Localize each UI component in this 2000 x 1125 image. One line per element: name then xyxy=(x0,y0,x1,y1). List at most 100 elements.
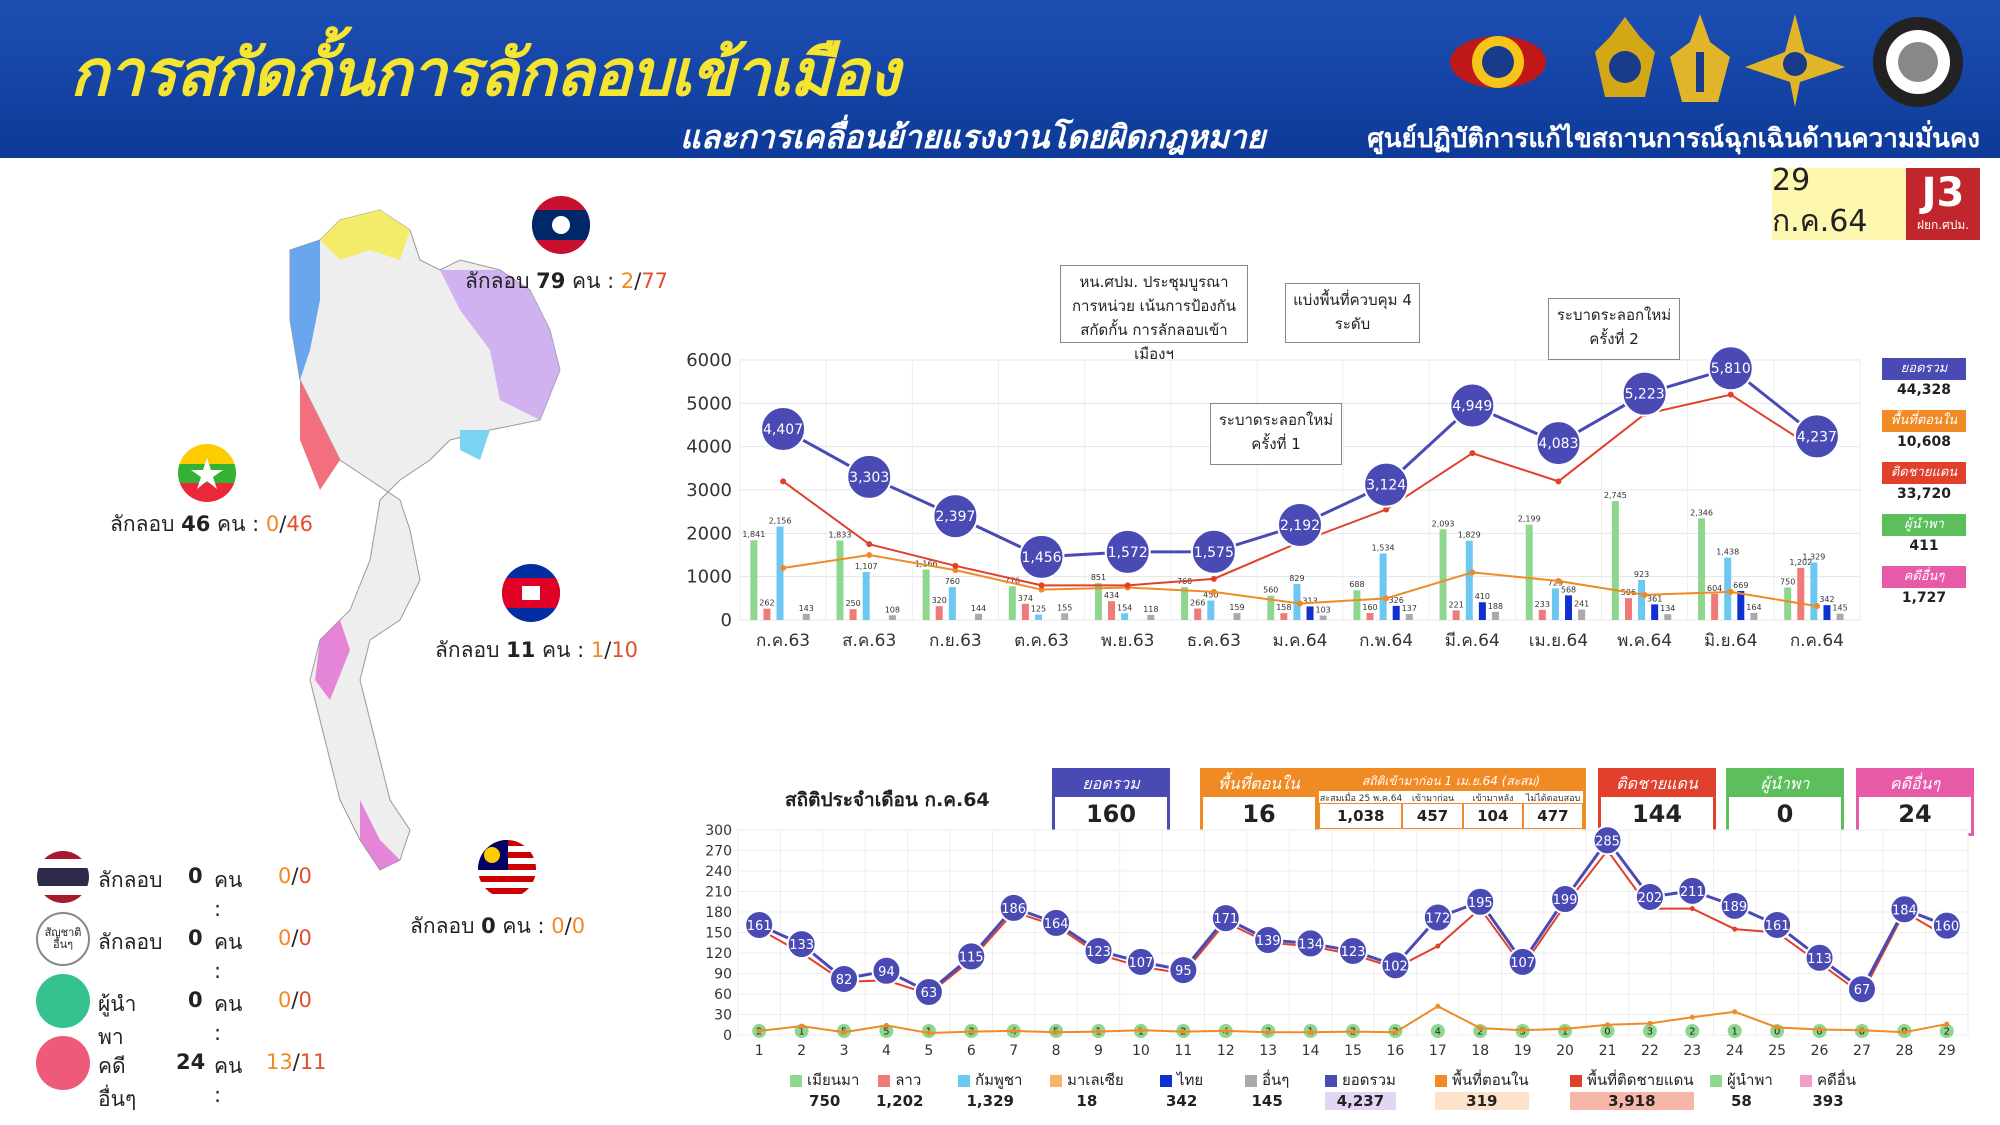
bar-ไทย xyxy=(1823,605,1831,620)
legend-thai-values: 0/0 xyxy=(278,864,312,888)
total-marker xyxy=(956,941,987,972)
bar-ลาว xyxy=(1280,613,1288,620)
daily-legend-item: เมียนมา 750 xyxy=(790,1068,859,1110)
x-tick-label: 6 xyxy=(967,1043,976,1059)
bar-label: 342 xyxy=(1819,595,1834,604)
cambodia-unit: คน : xyxy=(542,638,585,662)
bar-label: 1,833 xyxy=(829,531,852,540)
total-label: 3,124 xyxy=(1366,478,1406,494)
daily-legend-item: ลาว 1,202 xyxy=(876,1068,923,1110)
bar-label: 250 xyxy=(845,599,860,608)
legend-cases-label: คดีอื่นๆ xyxy=(98,1054,137,1111)
bar-label: 688 xyxy=(1349,580,1364,589)
y-tick-label: 180 xyxy=(705,905,732,921)
total-marker xyxy=(1719,890,1750,921)
bar-ไทย xyxy=(1565,595,1573,620)
bar-label: 233 xyxy=(1535,600,1550,609)
malaysia-label: ลักลอบ 0 คน : 0/0 xyxy=(410,914,586,938)
leader-marker xyxy=(1685,1024,1700,1038)
police-emblem-icon xyxy=(1873,17,1963,107)
malaysia-prefix: ลักลอบ xyxy=(410,914,475,938)
bar-เมียนมา xyxy=(1094,583,1102,620)
box-inland: พื้นที่ตอนใน 16 xyxy=(1200,768,1318,836)
point-พื้นที่ตอนใน xyxy=(883,1022,889,1028)
total-marker xyxy=(1793,413,1840,460)
daily-legend-value: 3,918 xyxy=(1570,1092,1694,1110)
x-tick-label: 5 xyxy=(924,1043,933,1059)
bar-ลาว xyxy=(1797,567,1805,620)
legend-swatch xyxy=(1325,1074,1337,1087)
point-ติดชายแดน xyxy=(1469,450,1476,457)
total-label: 199 xyxy=(1553,893,1578,908)
point-พื้นที่ตอนใน xyxy=(1180,1029,1186,1035)
total-marker xyxy=(1550,884,1581,915)
daily-legend-label: ไทย xyxy=(1160,1068,1203,1092)
total-label: 63 xyxy=(921,986,938,1001)
total-label: 123 xyxy=(1341,945,1366,960)
total-label: 4,083 xyxy=(1538,436,1578,452)
daily-legend-item: ไทย 342 xyxy=(1160,1068,1203,1110)
total-marker xyxy=(1931,910,1962,941)
daily-legend-label: คดีอื่น xyxy=(1800,1068,1856,1092)
box-border-label: ติดชายแดน xyxy=(1601,771,1713,797)
cambodia-flag-icon xyxy=(502,564,560,622)
total-marker xyxy=(871,955,902,986)
daily-legend-value: 1,202 xyxy=(876,1092,924,1110)
navy-emblem-icon xyxy=(1670,14,1730,102)
total-label: 1,575 xyxy=(1194,545,1234,561)
other-nationality-icon: สัญชาติอื่นๆ xyxy=(36,912,90,966)
total-marker xyxy=(1804,942,1835,973)
box-inland-value: 16 xyxy=(1242,800,1276,828)
bar-label: 241 xyxy=(1574,600,1589,609)
point-ติดชายแดน xyxy=(1124,582,1131,589)
x-tick-label: 26 xyxy=(1811,1043,1829,1059)
legend-swatch xyxy=(1050,1074,1062,1087)
leader-label: 1 xyxy=(1732,1027,1738,1038)
total-label: 172 xyxy=(1425,911,1450,926)
bar-อื่นๆ xyxy=(1233,613,1241,620)
total-label: 5,223 xyxy=(1625,387,1665,403)
bar-label: 137 xyxy=(1402,604,1417,613)
point-พื้นที่ติดชายแดน xyxy=(1732,926,1738,932)
point-ติดชายแดน xyxy=(866,541,873,548)
leader-label: 1 xyxy=(1562,1027,1568,1038)
bar-label: 851 xyxy=(1091,573,1106,582)
box-inland-label: พื้นที่ตอนใน xyxy=(1203,771,1315,797)
myanmar-unit: คน : xyxy=(217,512,260,536)
point-พื้นที่ติดชายแดน xyxy=(1435,943,1441,949)
legend-cases-values: 13/11 xyxy=(266,1050,327,1074)
bar-label: 160 xyxy=(1362,603,1377,612)
x-tick-label: 28 xyxy=(1895,1043,1913,1059)
bar-เมียนมา xyxy=(1267,595,1275,620)
box-total-label: ยอดรวม xyxy=(1055,771,1167,797)
total-marker xyxy=(786,929,817,960)
total-label: 139 xyxy=(1256,934,1281,949)
total-marker xyxy=(1104,528,1151,575)
box-leader-value: 0 xyxy=(1776,800,1794,828)
legend-cases-unit: คน : xyxy=(214,1054,243,1107)
point-พื้นที่ตอนใน xyxy=(1096,1029,1102,1035)
laos-count: 79 xyxy=(536,269,566,293)
point-พื้นที่ตอนใน xyxy=(1138,1027,1144,1033)
total-label: 107 xyxy=(1510,956,1535,971)
y-tick-label: 6000 xyxy=(686,350,732,371)
bar-กัมพูชา xyxy=(1810,562,1818,620)
x-tick-label: พ.ค.64 xyxy=(1617,631,1672,651)
daily-legend-label: ผู้นำพา xyxy=(1710,1068,1773,1092)
point-พื้นที่ตอนใน xyxy=(1732,1009,1738,1015)
total-label: 4,237 xyxy=(1797,429,1837,445)
y-tick-label: 0 xyxy=(721,610,732,631)
total-label: 134 xyxy=(1298,937,1323,952)
bar-เมียนมา xyxy=(1698,518,1706,620)
box-since-subheaders: สะสมเมื่อ 25 พ.ค.64 เข้ามาก่อน เข้ามาหลังไ… xyxy=(1319,794,1581,804)
point-พื้นที่ตอนใน xyxy=(799,1023,805,1029)
x-tick-label: 25 xyxy=(1768,1043,1786,1059)
total-label: 113 xyxy=(1807,952,1832,967)
box-other-value: 24 xyxy=(1898,800,1932,828)
daily-legend-item: คดีอื่น 393 xyxy=(1800,1068,1856,1110)
bar-ลาว xyxy=(935,606,943,620)
total-label: 211 xyxy=(1680,885,1705,900)
point-พื้นที่ตอนใน xyxy=(1053,1029,1059,1035)
x-tick-label: 1 xyxy=(755,1043,764,1059)
bar-label: 155 xyxy=(1057,603,1072,612)
